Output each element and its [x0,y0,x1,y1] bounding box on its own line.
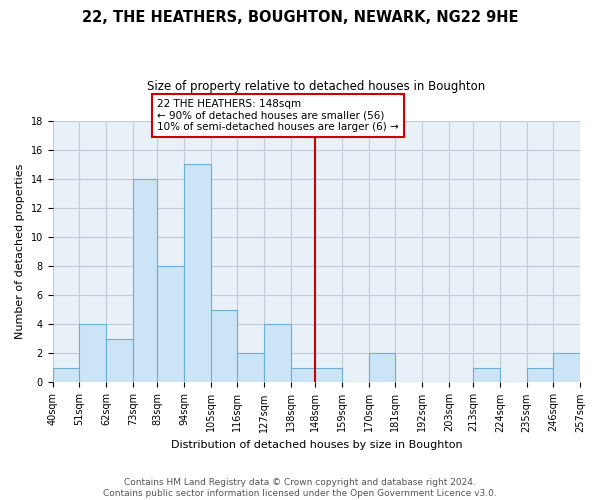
Bar [553,354,580,382]
Bar [238,354,264,382]
Bar [291,368,315,382]
Bar [53,368,79,382]
Bar [368,354,395,382]
Bar [184,164,211,382]
Bar [211,310,238,382]
Bar [106,339,133,382]
Bar [315,368,342,382]
Bar [473,368,500,382]
Bar [79,324,106,382]
Text: Contains HM Land Registry data © Crown copyright and database right 2024.
Contai: Contains HM Land Registry data © Crown c… [103,478,497,498]
Text: 22, THE HEATHERS, BOUGHTON, NEWARK, NG22 9HE: 22, THE HEATHERS, BOUGHTON, NEWARK, NG22… [82,10,518,25]
Bar [264,324,291,382]
X-axis label: Distribution of detached houses by size in Boughton: Distribution of detached houses by size … [170,440,462,450]
Bar [527,368,553,382]
Bar [157,266,184,382]
Text: 22 THE HEATHERS: 148sqm
← 90% of detached houses are smaller (56)
10% of semi-de: 22 THE HEATHERS: 148sqm ← 90% of detache… [157,99,399,132]
Title: Size of property relative to detached houses in Boughton: Size of property relative to detached ho… [147,80,485,93]
Y-axis label: Number of detached properties: Number of detached properties [15,164,25,339]
Bar [133,179,157,382]
